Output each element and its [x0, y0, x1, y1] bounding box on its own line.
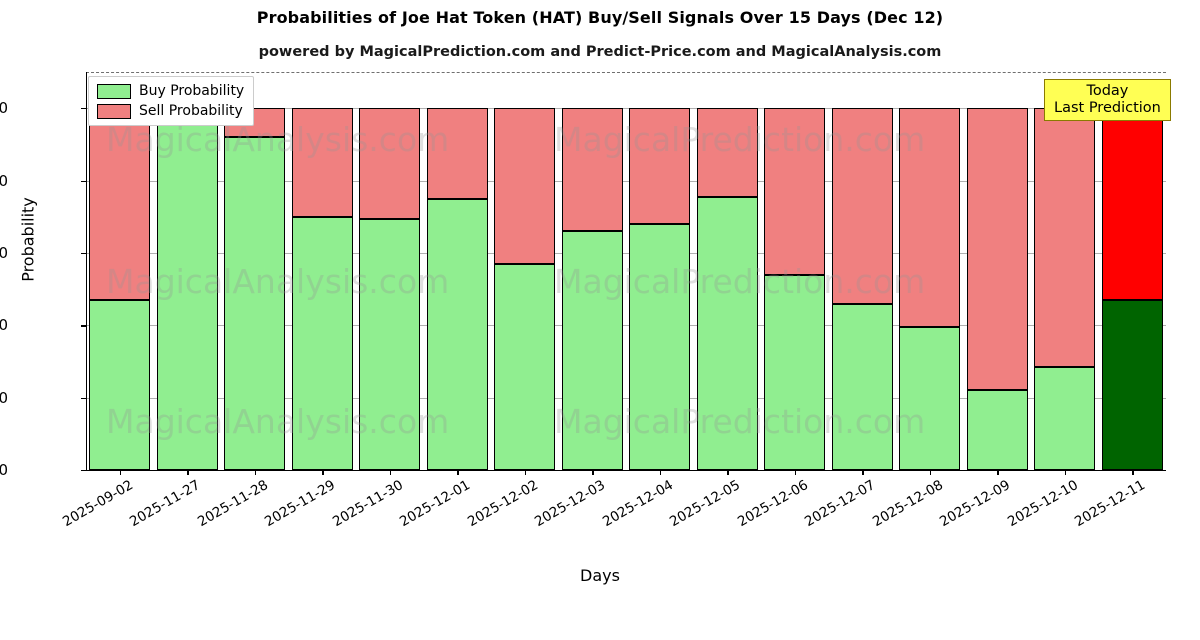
- x-tick-mark: [254, 470, 257, 475]
- bar-segment-buy[interactable]: [899, 327, 961, 470]
- x-tick-mark: [794, 470, 797, 475]
- bar-segment-buy[interactable]: [291, 216, 353, 470]
- bar-group[interactable]: [764, 72, 826, 470]
- chart-subtitle: powered by MagicalPrediction.com and Pre…: [258, 44, 942, 60]
- x-tick-mark: [119, 470, 122, 475]
- legend: Buy Probability Sell Probability: [88, 76, 255, 126]
- bar-segment-buy[interactable]: [561, 231, 623, 470]
- y-tick-mark: [81, 325, 86, 327]
- gridline: [86, 325, 1166, 327]
- y-tick-mark: [81, 180, 86, 182]
- legend-item-sell: Sell Probability: [97, 103, 244, 119]
- bar-segment-buy[interactable]: [764, 274, 826, 470]
- x-tick-mark: [322, 470, 324, 475]
- x-tick-mark: [187, 470, 189, 475]
- bar-segment-sell[interactable]: [494, 108, 556, 264]
- bar-segment-sell[interactable]: [89, 108, 151, 300]
- x-axis-label: Days: [580, 566, 620, 585]
- bar-group[interactable]: [156, 72, 218, 470]
- y-tick-mark: [81, 252, 86, 255]
- legend-swatch-buy-icon: [97, 83, 131, 99]
- bar-segment-buy[interactable]: [359, 218, 421, 470]
- bar-segment-sell[interactable]: [831, 108, 893, 304]
- bar-segment-sell[interactable]: [291, 108, 353, 217]
- x-tick-mark: [1064, 470, 1067, 475]
- reference-line: [86, 72, 1166, 73]
- gridline: [86, 108, 1166, 110]
- x-tick-mark: [727, 470, 729, 475]
- bar-segment-buy[interactable]: [426, 198, 488, 470]
- bar-group[interactable]: [1101, 72, 1163, 470]
- x-tick-mark: [524, 470, 527, 475]
- plot-area: MagicalAnalysis.com MagicalPrediction.com…: [86, 72, 1166, 470]
- x-tick-mark: [1132, 470, 1134, 475]
- y-tick-mark: [81, 397, 86, 399]
- bar-segment-buy[interactable]: [1034, 366, 1096, 470]
- bar-segment-buy[interactable]: [156, 108, 218, 470]
- bar-segment-sell[interactable]: [696, 108, 758, 197]
- bar-group[interactable]: [966, 72, 1028, 470]
- bar-group[interactable]: [696, 72, 758, 470]
- legend-label-buy: Buy Probability: [139, 83, 245, 99]
- x-tick-mark: [862, 470, 864, 475]
- bar-group[interactable]: [831, 72, 893, 470]
- bar-group[interactable]: [89, 72, 151, 470]
- bar-group[interactable]: [561, 72, 623, 470]
- y-tick-mark: [81, 470, 86, 472]
- bar-segment-buy[interactable]: [696, 196, 758, 470]
- bar-segment-sell[interactable]: [899, 108, 961, 328]
- y-tick-label: 0: [0, 461, 8, 479]
- gridline: [86, 397, 1166, 399]
- y-axis-label: Probability: [18, 197, 38, 282]
- bar-group[interactable]: [291, 72, 353, 470]
- bar-segment-buy[interactable]: [1101, 299, 1163, 470]
- bar-segment-buy[interactable]: [224, 137, 286, 470]
- y-tick-mark: [81, 108, 86, 110]
- y-axis-line: [86, 72, 88, 470]
- y-tick-label: 80: [0, 171, 8, 190]
- y-tick-label: 40: [0, 316, 8, 335]
- today-annotation: Today Last Prediction: [1044, 79, 1171, 122]
- bar-segment-sell[interactable]: [764, 108, 826, 275]
- bar-segment-buy[interactable]: [966, 390, 1028, 470]
- x-tick-mark: [997, 470, 999, 475]
- gridline: [86, 180, 1166, 182]
- bar-segment-buy[interactable]: [629, 223, 691, 470]
- x-tick-mark: [929, 470, 932, 475]
- legend-swatch-sell-icon: [97, 103, 131, 119]
- chart-root: Probabilities of Joe Hat Token (HAT) Buy…: [0, 8, 1171, 585]
- y-tick-label: 100: [0, 99, 8, 118]
- bar-segment-sell[interactable]: [426, 108, 488, 199]
- bar-group[interactable]: [899, 72, 961, 470]
- bar-group[interactable]: [224, 72, 286, 470]
- bar-segment-sell[interactable]: [966, 108, 1028, 391]
- legend-label-sell: Sell Probability: [139, 103, 243, 119]
- bar-group[interactable]: [1034, 72, 1096, 470]
- x-axis-line: [86, 470, 1166, 472]
- bar-segment-sell[interactable]: [629, 108, 691, 224]
- bar-segment-buy[interactable]: [89, 299, 151, 470]
- x-tick-mark: [659, 470, 662, 475]
- legend-item-buy: Buy Probability: [97, 83, 244, 99]
- bar-segment-sell[interactable]: [561, 108, 623, 232]
- bar-segment-sell[interactable]: [359, 108, 421, 219]
- bar-segment-sell[interactable]: [1034, 108, 1096, 367]
- y-tick-label: 20: [0, 388, 8, 407]
- bar-group[interactable]: [426, 72, 488, 470]
- bar-group[interactable]: [359, 72, 421, 470]
- y-tick-label: 60: [0, 243, 8, 262]
- today-annotation-line-1: Today: [1086, 83, 1129, 99]
- x-tick-mark: [457, 470, 459, 475]
- bar-segment-buy[interactable]: [831, 303, 893, 470]
- x-tick-mark: [389, 470, 392, 475]
- today-annotation-line-2: Last Prediction: [1054, 99, 1161, 116]
- chart-title: Probabilities of Joe Hat Token (HAT) Buy…: [256, 8, 944, 27]
- bar-group[interactable]: [494, 72, 556, 470]
- bar-segment-buy[interactable]: [494, 263, 556, 470]
- x-tick-mark: [592, 470, 594, 475]
- gridline: [86, 252, 1166, 254]
- bar-segment-sell[interactable]: [1101, 108, 1163, 300]
- bar-group[interactable]: [629, 72, 691, 470]
